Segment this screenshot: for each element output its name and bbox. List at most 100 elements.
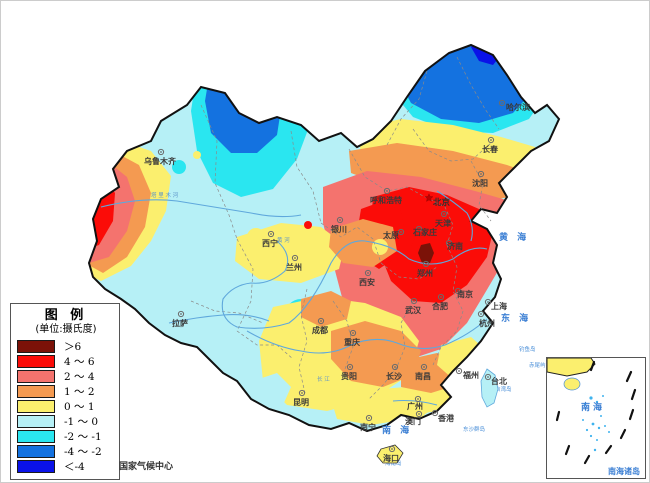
city-marker-西安[interactable]: 西安 (359, 269, 375, 287)
city-marker-西宁[interactable]: 西宁 (262, 230, 278, 248)
city-dot-core-icon (320, 320, 322, 322)
city-dot-core-icon (487, 376, 489, 378)
city-dot-icon (487, 136, 495, 144)
legend-label: -4 ～ -2 (64, 446, 102, 458)
island-label: 赤尾屿 (529, 361, 546, 369)
city-dot-core-icon (418, 228, 420, 230)
legend-label: -2 ～ -1 (64, 431, 102, 443)
city-dot-core-icon (394, 366, 396, 368)
city-label: 重庆 (344, 337, 360, 347)
city-marker-呼和浩特[interactable]: 呼和浩特 (370, 187, 402, 205)
city-dot-icon (346, 363, 354, 371)
city-dot-icon (267, 230, 275, 238)
city-label: 长春 (482, 144, 498, 154)
city-dot-icon (336, 216, 344, 224)
city-label: 乌鲁木齐 (144, 156, 177, 166)
city-marker-沈阳[interactable]: 沈阳 (472, 170, 488, 188)
city-marker-长沙[interactable]: 长沙 (386, 363, 402, 381)
city-dot-icon (415, 410, 423, 418)
city-dot-core-icon (270, 233, 272, 235)
city-marker-香港[interactable]: 香港 (431, 409, 455, 423)
city-marker-福州[interactable]: 福州 (455, 367, 479, 380)
city-label: 银川 (330, 224, 347, 234)
city-marker-南京[interactable]: 南京 (454, 287, 473, 299)
city-marker-天津[interactable]: 天津 (435, 210, 451, 228)
city-marker-太原[interactable]: 太原 (382, 228, 405, 240)
legend-swatch (17, 340, 55, 353)
city-marker-澳门[interactable]: 澳门 (405, 410, 423, 426)
sea-label: 黄 海 (499, 231, 529, 243)
legend-title: 图 例 (44, 308, 88, 323)
legend-row: 4 ～ 6 (17, 354, 115, 369)
island-label: 钓鱼岛 (519, 345, 536, 353)
legend-row: 2 ～ 4 (17, 369, 115, 384)
legend-swatch (17, 385, 55, 398)
legend-label: 1 ～ 2 (64, 386, 95, 398)
legend-label: -1 ～ 0 (64, 416, 99, 428)
legend-rows: ＞6 4 ～ 6 2 ～ 4 1 ～ 2 0 ～ 1 -1 ～ 0 -2 ～ -1 -4 ～ … (17, 339, 115, 474)
city-dot-icon (477, 310, 485, 318)
city-marker-海口[interactable]: 海口 (383, 445, 399, 463)
legend-box: 图 例 (单位:摄氏度) ＞6 4 ～ 6 2 ～ 4 1 ～ 2 0 ～ 1 -1 ～ … (10, 303, 120, 480)
city-dot-core-icon (400, 231, 402, 233)
sea-label: 南 海 (382, 424, 412, 436)
city-dot-core-icon (457, 290, 459, 292)
city-marker-长春[interactable]: 长春 (482, 136, 498, 154)
sea-labels: 黄 海 东 海 南 海 (382, 231, 529, 436)
attribution: 国家气候中心 (119, 462, 174, 472)
city-marker-郑州[interactable]: 郑州 (417, 260, 433, 278)
city-marker-石家庄[interactable]: 石家庄 (412, 225, 437, 237)
city-marker-北京[interactable]: 北京 (424, 193, 451, 208)
province-boundaries (190, 56, 500, 400)
city-dot-core-icon (448, 242, 450, 244)
city-marker-昆明[interactable]: 昆明 (293, 389, 309, 407)
city-marker-上海[interactable]: 上海 (484, 298, 507, 311)
city-dot-icon (317, 317, 325, 325)
city-marker-武汉[interactable]: 武汉 (405, 297, 422, 315)
city-marker-广州[interactable]: 广州 (407, 395, 423, 411)
city-dot-core-icon (417, 398, 419, 400)
city-marker-济南[interactable]: 济南 (445, 239, 463, 251)
inset-sea-label: 南海 (581, 401, 605, 413)
city-marker-贵阳[interactable]: 贵阳 (341, 363, 357, 381)
city-marker-乌鲁木齐[interactable]: 乌鲁木齐 (144, 148, 177, 166)
city-dot-core-icon (367, 272, 369, 274)
city-marker-合肥[interactable]: 合肥 (431, 293, 448, 311)
city-marker-兰州[interactable]: 兰州 (286, 254, 302, 272)
island-label: 东沙群岛 (463, 425, 486, 433)
city-marker-南宁[interactable]: 南宁 (360, 414, 376, 432)
legend-row: 0 ～ 1 (17, 399, 115, 414)
city-dot-core-icon (487, 301, 489, 303)
legend-label: 2 ～ 4 (64, 371, 95, 383)
city-label: 济南 (447, 241, 463, 251)
city-label: 南宁 (360, 422, 376, 432)
city-dot-icon (349, 329, 357, 337)
city-dot-core-icon (418, 413, 420, 415)
city-dot-icon (484, 298, 492, 306)
city-marker-成都[interactable]: 成都 (312, 317, 328, 335)
legend-row: ＜-4 (17, 459, 115, 474)
city-label: 台北 (491, 376, 507, 386)
city-label: 太原 (382, 230, 399, 240)
city-marker-重庆[interactable]: 重庆 (344, 329, 360, 347)
city-marker-银川[interactable]: 银川 (330, 216, 347, 234)
city-marker-南昌[interactable]: 南昌 (415, 363, 431, 381)
city-marker-杭州[interactable]: 杭州 (477, 310, 495, 328)
legend-row: -4 ～ -2 (17, 444, 115, 459)
city-label: 上海 (491, 301, 507, 311)
legend-swatch (17, 370, 55, 383)
city-marker-拉萨[interactable]: 拉萨 (172, 310, 188, 328)
city-label: 北京 (433, 197, 451, 208)
city-marker-哈尔滨[interactable]: 哈尔滨 (498, 99, 530, 112)
rivers (100, 190, 488, 406)
city-label: 哈尔滨 (506, 102, 530, 112)
city-dot-icon (420, 363, 428, 371)
river-labels: 塔 里 木 河 黄 河 长 江 (151, 191, 330, 383)
city-marker-台北[interactable]: 台北 (484, 373, 507, 386)
city-label: 成都 (312, 325, 328, 335)
city-label: 武汉 (405, 305, 422, 315)
inset-caption: 南海诸岛 (608, 467, 640, 476)
city-label: 澳门 (405, 416, 421, 426)
